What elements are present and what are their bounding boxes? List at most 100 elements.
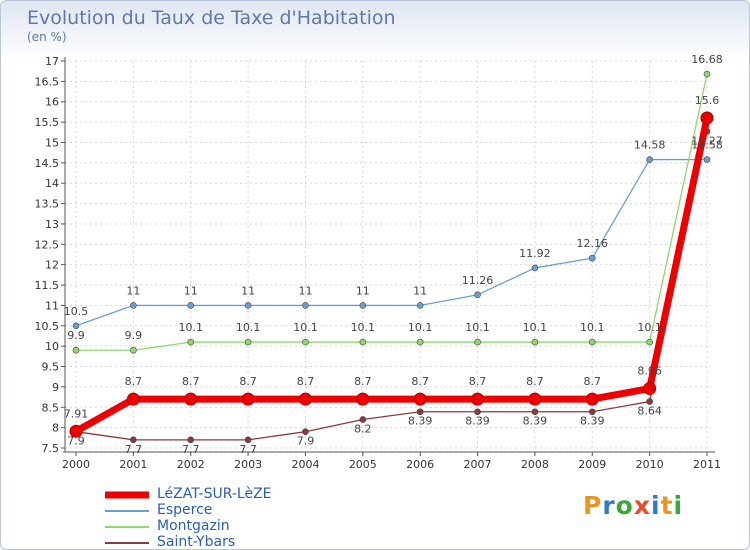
data-label-3: 7.7 [182,443,200,456]
data-point-0 [528,392,542,406]
legend-swatch-lezat [105,491,149,499]
x-tick-label: 2003 [234,458,262,471]
y-tick-label: 14 [45,177,59,190]
legend-label-esperce: Esperce [157,502,213,518]
y-tick-label: 9 [52,381,59,394]
data-point-0 [585,392,599,406]
data-point-2 [359,338,367,346]
x-tick-label: 2006 [406,458,434,471]
y-tick-label: 13.5 [35,198,60,211]
series-line-1 [75,158,707,327]
x-tick-label: 2004 [291,458,319,471]
data-label-0: 8.7 [354,375,372,388]
data-point-1 [72,322,80,330]
y-tick-label: 12 [45,259,59,272]
y-tick-label: 17 [45,55,59,68]
series-line-2 [76,73,708,351]
data-label-3: 15.27 [691,134,723,147]
data-point-3 [531,408,539,416]
logo-letter: x [633,491,651,520]
x-tick-label: 2011 [693,458,721,471]
data-label-3: 8.39 [580,415,605,428]
data-point-1 [474,291,481,299]
data-label-2: 10.1 [178,321,203,334]
data-label-2: 9.9 [67,329,85,342]
data-point-1 [187,302,195,309]
data-label-2: 10.1 [293,321,318,334]
data-label-1: 11.92 [519,247,551,260]
data-point-2 [302,338,309,346]
data-label-1: 11.26 [462,274,494,287]
logo-letter: t [660,491,674,520]
data-label-0: 8.7 [125,375,143,388]
y-tick-label: 8 [52,422,59,435]
data-point-3 [359,416,367,423]
data-label-1: 11 [184,284,198,297]
data-point-0 [126,392,140,406]
data-point-3 [474,408,481,416]
data-label-0: 15.6 [695,94,720,107]
y-tick-label: 8.5 [42,401,60,414]
data-point-2 [244,338,252,346]
data-label-2: 10.1 [580,321,605,334]
data-point-2 [703,70,711,78]
y-tick-label: 16.5 [35,75,60,88]
data-point-2 [646,338,653,346]
data-point-2 [416,338,424,346]
data-label-3: 8.39 [408,415,433,428]
data-label-3: 8.64 [637,405,662,418]
y-tick-label: 11.5 [35,279,60,292]
data-point-1 [416,302,424,309]
x-tick-label: 2002 [177,458,205,471]
data-point-3 [130,436,137,444]
data-label-0: 7.91 [64,407,89,420]
data-label-2: 10.1 [523,321,548,334]
data-point-3 [588,408,596,416]
x-tick-label: 2001 [119,458,147,471]
data-point-0 [356,392,370,406]
data-label-3: 8.39 [523,415,548,428]
data-label-1: 11 [298,284,312,297]
data-label-2: 10.1 [408,321,433,334]
data-label-3: 8.39 [465,415,490,428]
data-point-0 [184,392,198,406]
data-label-2: 9.9 [125,329,143,342]
data-label-1: 14.58 [634,139,666,152]
data-label-1: 11 [413,284,427,297]
data-point-2 [588,338,596,346]
proxiti-logo: Proxiti [583,491,683,520]
data-label-2: 10.1 [465,321,490,334]
data-point-1 [703,156,711,163]
data-point-2 [474,338,481,346]
legend-label-lezat: LéZAT-SUR-LèZE [157,486,272,502]
logo-letter: r [602,491,616,520]
legend-swatch-saint-ybars [105,542,149,544]
data-label-0: 8.7 [469,375,487,388]
data-point-3 [187,436,195,444]
chart-subtitle: (en %) [27,30,67,44]
y-tick-label: 11 [45,299,59,312]
y-tick-label: 16 [45,96,59,109]
data-point-3 [416,408,424,416]
data-label-3: 7.7 [125,443,143,456]
data-label-0: 8.7 [182,375,200,388]
data-label-1: 12.16 [577,237,609,250]
data-label-3: 7.7 [239,443,257,456]
data-point-1 [588,254,596,262]
data-label-1: 11 [356,284,370,297]
series-line-3 [75,131,708,441]
x-tick-label: 2009 [578,458,606,471]
data-label-1: 11 [126,284,140,297]
data-point-1 [130,302,137,309]
data-label-1: 11 [241,284,255,297]
data-point-1 [302,302,309,309]
data-point-0 [69,424,83,438]
data-point-1 [359,302,367,309]
data-point-3 [646,398,653,405]
x-tick-label: 2000 [62,458,90,471]
legend-label-montgazin: Montgazin [157,518,230,534]
data-point-2 [130,346,137,354]
y-tick-label: 13 [45,218,59,231]
